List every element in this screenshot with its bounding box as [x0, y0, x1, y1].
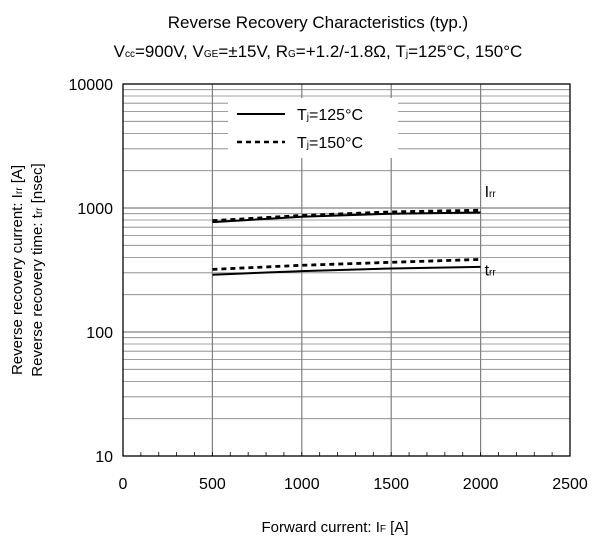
x-axis-label-subscript: F [380, 524, 386, 535]
x-tick-label: 2500 [552, 476, 588, 493]
y-tick-label: 10000 [69, 77, 114, 94]
subtitle-vcc-symbol: V [114, 42, 126, 61]
x-axis-label: Forward current: IF [A] [262, 519, 409, 536]
subtitle-tj-value: =125°C, 150°C [408, 42, 522, 61]
subtitle-rg-subscript: G [288, 49, 296, 60]
plot-frame [122, 83, 571, 457]
legend-entry-150: Tj=150°C [297, 135, 363, 152]
series-line-irr-solid [212, 211, 481, 224]
legend-125-symbol: T [297, 107, 307, 124]
y-axis-label-current: Reverse recovery current: Irr [A] [9, 165, 26, 375]
y-tick-label: 1000 [77, 201, 113, 218]
x-tick-label: 1000 [284, 476, 320, 493]
y-label-current-subscript: rr [14, 187, 25, 194]
irr-curve-label: Irr [485, 184, 497, 201]
subtitle-vcc-value: =900V, [135, 42, 193, 61]
series-lines [212, 208, 481, 276]
legend-box [228, 98, 398, 158]
x-tick-label: 0 [119, 476, 128, 493]
x-axis-label-text: Forward current: I [262, 519, 380, 536]
x-axis-label-unit: [A] [386, 519, 409, 536]
legend-entry-125: Tj=125°C [297, 107, 363, 124]
legend-150-symbol: T [297, 135, 307, 152]
subtitle-tj-subscript: j [405, 49, 408, 60]
subtitle-vge-subscript: GE [204, 49, 219, 60]
y-label-time-unit: [nsec] [29, 163, 46, 207]
y-tick-label: 100 [86, 325, 113, 342]
subtitle-vge-value: =±15V, [218, 42, 275, 61]
chart-title: Reverse Recovery Characteristics (typ.) [168, 13, 468, 32]
subtitle-rg-symbol: R [276, 42, 288, 61]
irr-label-symbol: I [485, 184, 489, 201]
legend-125-value: =125 [309, 107, 345, 124]
subtitle-tj-symbol: T [395, 42, 405, 61]
grid-minor-lines [123, 89, 570, 420]
irr-label-subscript: rr [489, 189, 496, 200]
y-label-current-unit: [A] [9, 165, 26, 188]
x-tick-label: 500 [199, 476, 226, 493]
legend-125-unit: °C [345, 107, 363, 124]
subtitle-vcc-subscript: cc [125, 49, 135, 60]
chart-subtitle: Vcc=900V, VGE=±15V, RG=+1.2/-1.8Ω, Tj=12… [114, 42, 523, 61]
y-axis-tick-labels: 10 100 1000 10000 [69, 77, 114, 466]
y-label-current-text: Reverse recovery current: I [9, 194, 26, 375]
legend: Tj=125°C Tj=150°C [228, 98, 398, 158]
trr-label-symbol: t [485, 262, 490, 279]
y-label-time-text: Reverse recovery time: t [29, 213, 46, 376]
x-tick-label: 1500 [373, 476, 409, 493]
trr-curve-label: trr [485, 262, 497, 279]
series-line-trr-solid [212, 265, 481, 276]
y-label-time-subscript: rr [34, 207, 45, 214]
legend-125-subscript: j [306, 112, 309, 123]
x-axis-tick-labels: 0 500 1000 1500 2000 2500 [119, 476, 588, 493]
legend-150-value: =150 [309, 135, 345, 152]
trr-label-subscript: rr [489, 267, 496, 278]
legend-150-unit: °C [345, 135, 363, 152]
legend-150-subscript: j [306, 140, 309, 151]
x-tick-label: 2000 [463, 476, 499, 493]
y-axis-label-time: Reverse recovery time: trr [nsec] [29, 163, 46, 376]
y-tick-label: 10 [95, 449, 113, 466]
subtitle-vge-symbol: V [193, 42, 205, 61]
subtitle-rg-value: =+1.2/-1.8Ω, [296, 42, 396, 61]
